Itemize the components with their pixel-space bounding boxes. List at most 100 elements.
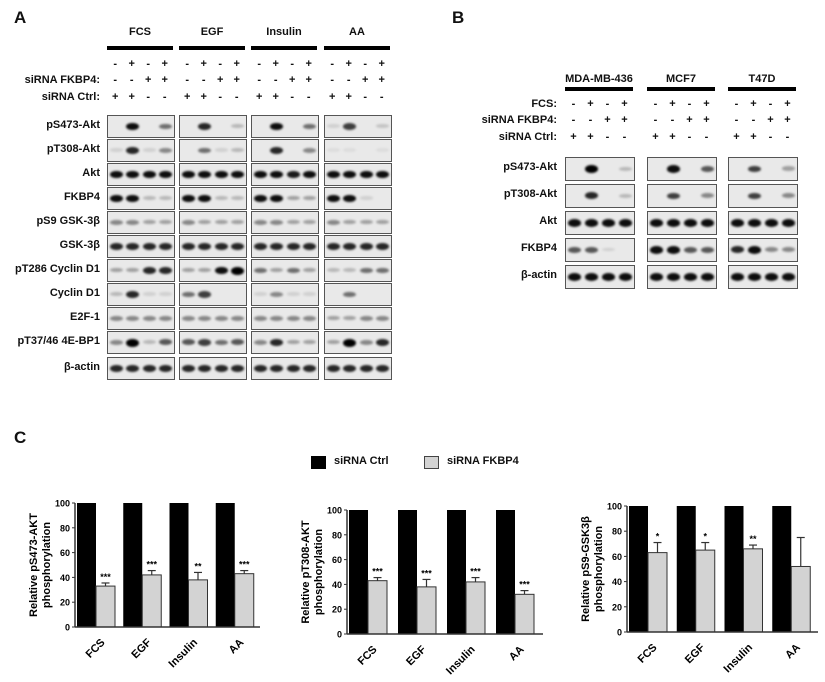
blot-panel: [324, 115, 392, 138]
condition-sign: -: [605, 131, 610, 143]
condition-sign: +: [378, 58, 385, 70]
bar-siRNA-ctrl: [398, 510, 417, 634]
protein-band: [343, 123, 357, 130]
y-tick-label: 20: [60, 598, 70, 608]
protein-band: [198, 315, 212, 321]
protein-band: [159, 123, 173, 129]
y-axis-label: Relative pS9-GSK3β: [580, 516, 592, 622]
protein-band: [270, 194, 284, 203]
protein-band: [376, 242, 390, 250]
protein-band: [198, 170, 212, 179]
protein-band: [159, 170, 173, 179]
protein-band: [326, 339, 340, 345]
protein-band: [198, 242, 212, 250]
protein-band: [343, 148, 357, 152]
group-header: T47D: [748, 73, 776, 85]
protein-band: [343, 170, 357, 179]
condition-sign: +: [256, 91, 263, 103]
protein-band: [142, 315, 156, 321]
protein-band: [286, 219, 300, 225]
condition-sign: -: [162, 91, 167, 103]
blot-panel: [728, 265, 798, 289]
blot-panel: [179, 357, 247, 380]
blot-panel: [728, 211, 798, 235]
condition-sign: +: [669, 98, 676, 110]
protein-band: [181, 364, 195, 372]
blot-panel: [107, 357, 175, 380]
protein-band: [700, 165, 715, 172]
x-tick-label: FCS: [356, 644, 380, 668]
protein-band: [618, 193, 633, 198]
condition-sign: +: [703, 114, 710, 126]
blot-row-label: β-actin: [520, 269, 557, 281]
protein-band: [567, 273, 582, 281]
protein-band: [584, 273, 599, 281]
legend-swatch-fkbp4: [424, 456, 439, 469]
protein-band: [159, 147, 173, 153]
condition-sign: -: [330, 58, 335, 70]
protein-band: [649, 246, 664, 254]
protein-band: [730, 246, 745, 254]
bar-siRNA-fkbp4: [141, 574, 162, 628]
protein-band: [286, 170, 300, 179]
protein-band: [584, 192, 599, 200]
condition-sign: -: [201, 74, 206, 86]
protein-band: [303, 195, 317, 201]
x-tick-label: EGF: [404, 643, 429, 668]
bar-siRNA-ctrl: [724, 506, 744, 632]
condition-sign: -: [185, 58, 190, 70]
protein-band: [231, 196, 245, 201]
blot-panel: [179, 211, 247, 234]
blot-panel: [251, 115, 319, 138]
protein-band: [159, 339, 173, 346]
protein-band: [159, 292, 173, 296]
condition-label: siRNA Ctrl:: [41, 91, 100, 103]
y-tick-label: 100: [55, 499, 70, 509]
protein-band: [376, 338, 390, 346]
protein-band: [343, 242, 357, 250]
protein-band: [764, 247, 779, 253]
blot-panel: [565, 157, 635, 181]
condition-sign: -: [346, 74, 351, 86]
condition-sign: +: [345, 58, 352, 70]
blot-panel: [728, 184, 798, 208]
protein-band: [683, 273, 698, 281]
condition-sign: +: [200, 91, 207, 103]
group-header: AA: [349, 26, 365, 38]
significance-label: **: [194, 561, 202, 571]
y-tick-label: 20: [332, 605, 342, 615]
protein-band: [253, 242, 267, 250]
protein-band: [343, 364, 357, 372]
protein-band: [303, 242, 317, 250]
protein-band: [649, 273, 664, 281]
protein-band: [181, 339, 195, 346]
y-tick-label: 40: [60, 573, 70, 583]
protein-band: [142, 170, 156, 179]
protein-band: [343, 219, 357, 225]
protein-band: [109, 148, 123, 152]
protein-band: [253, 267, 267, 273]
condition-sign: +: [604, 114, 611, 126]
blot-panel: [565, 238, 635, 262]
legend-label-ctrl: siRNA Ctrl: [334, 455, 389, 467]
blot-panel: [728, 157, 798, 181]
protein-band: [231, 339, 245, 346]
condition-sign: +: [128, 91, 135, 103]
protein-band: [270, 364, 284, 372]
y-tick-label: 80: [332, 530, 342, 540]
panel-a-letter: A: [14, 8, 27, 27]
y-axis-label: Relative pT308-AKT: [300, 520, 312, 624]
bar-siRNA-fkbp4: [465, 581, 486, 635]
protein-band: [618, 273, 633, 281]
protein-band: [303, 292, 317, 296]
protein-band: [781, 273, 796, 281]
blot-row-label: E2F-1: [70, 310, 100, 323]
bar-siRNA-ctrl: [123, 503, 143, 627]
condition-sign: -: [218, 91, 223, 103]
bar-siRNA-fkbp4: [234, 573, 255, 628]
protein-band: [126, 267, 140, 273]
significance-label: ***: [239, 560, 250, 570]
protein-band: [270, 242, 284, 250]
condition-sign: -: [734, 114, 739, 126]
protein-band: [343, 315, 357, 321]
